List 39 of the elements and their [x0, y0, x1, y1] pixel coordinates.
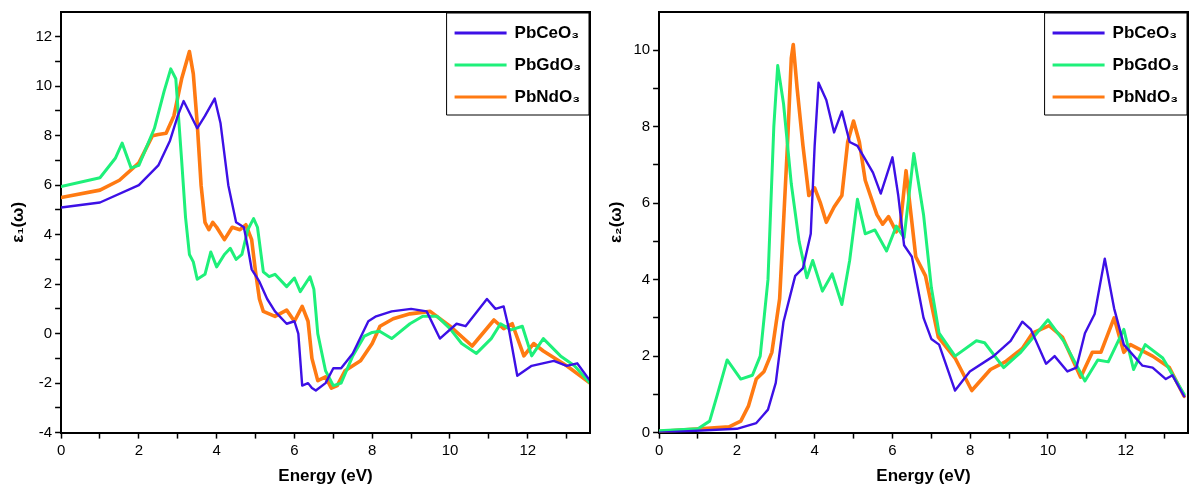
x-tick-label: 4 [810, 440, 819, 458]
y-tick-label: 6 [43, 175, 53, 193]
y-tick-label: 12 [35, 26, 53, 44]
y-tick-label: 4 [43, 224, 53, 242]
x-tick-label: 8 [368, 440, 377, 458]
legend-label: PbGdO₃ [1112, 54, 1180, 74]
y-tick-label: 6 [641, 193, 651, 211]
y-tick-label: 4 [641, 269, 651, 287]
legend-label: PbCeO₃ [514, 22, 580, 42]
x-tick-label: 10 [1039, 440, 1057, 458]
legend-label: PbNdO₃ [514, 86, 581, 106]
y-axis-title: ε₁(ω) [7, 201, 27, 243]
x-axis-title: Energy (eV) [876, 466, 971, 486]
x-axis-title: Energy (eV) [278, 466, 373, 486]
y-tick-label: 10 [35, 76, 53, 94]
y-tick-label: 8 [641, 116, 651, 134]
y-tick-label: 10 [633, 40, 651, 58]
y-tick-label: 2 [43, 274, 53, 292]
legend-label: PbGdO₃ [514, 54, 582, 74]
legend-label: PbNdO₃ [1112, 86, 1179, 106]
y-tick-label: 0 [641, 422, 651, 440]
x-tick-label: 0 [56, 440, 66, 458]
y-tick-label: 8 [43, 125, 53, 143]
x-tick-label: 4 [212, 440, 221, 458]
y-tick-label: 2 [641, 346, 651, 364]
y-tick-label: -4 [38, 422, 53, 440]
legend-label: PbCeO₃ [1112, 22, 1178, 42]
x-tick-label: 6 [888, 440, 897, 458]
x-tick-label: 0 [654, 440, 664, 458]
x-tick-label: 2 [732, 440, 742, 458]
x-tick-label: 2 [134, 440, 144, 458]
y-tick-label: 0 [43, 323, 53, 341]
y-axis-title: ε₂(ω) [605, 201, 625, 243]
x-tick-label: 12 [1117, 440, 1135, 458]
x-tick-label: 6 [290, 440, 299, 458]
x-tick-label: 10 [441, 440, 459, 458]
x-tick-label: 8 [966, 440, 975, 458]
y-tick-label: -2 [38, 373, 53, 391]
x-tick-label: 12 [519, 440, 537, 458]
